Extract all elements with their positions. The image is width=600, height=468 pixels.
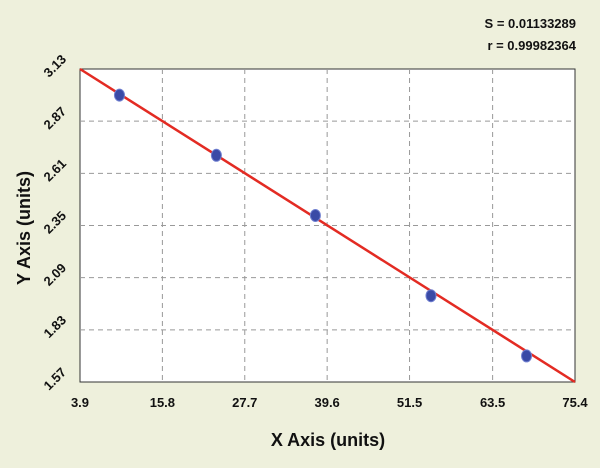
data-point — [309, 208, 321, 222]
data-point — [521, 349, 533, 363]
y-axis-title: Y Axis (units) — [14, 171, 34, 285]
stat-s-label: S = 0.01133289 — [485, 16, 576, 31]
x-tick-label: 75.4 — [562, 395, 588, 410]
fit-line-layer — [79, 67, 576, 384]
x-tick-label: 3.9 — [71, 395, 89, 410]
data-points — [113, 88, 533, 363]
stat-r-label: r = 0.99982364 — [487, 38, 576, 53]
x-axis-title: X Axis (units) — [271, 430, 385, 450]
y-tick-label: 1.57 — [41, 365, 70, 394]
y-tick-label: 2.09 — [41, 260, 70, 289]
x-tick-label: 63.5 — [480, 395, 505, 410]
x-tick-label: 39.6 — [314, 395, 339, 410]
tick-labels: 3.9 15.8 27.7 39.6 51.5 63.5 75.4 1.57 1.83 2.09 2… — [41, 52, 589, 410]
y-tick-label: 1.83 — [41, 312, 70, 341]
x-tick-label: 15.8 — [150, 395, 175, 410]
y-tick-label: 2.61 — [41, 156, 70, 185]
data-point — [113, 88, 125, 102]
data-point — [425, 289, 437, 303]
data-point — [210, 148, 222, 162]
y-tick-label: 3.13 — [41, 52, 70, 81]
y-tick-label: 2.35 — [41, 208, 70, 237]
x-tick-label: 51.5 — [397, 395, 422, 410]
y-tick-label: 2.87 — [41, 104, 70, 133]
x-tick-label: 27.7 — [232, 395, 257, 410]
regression-line — [79, 67, 576, 384]
